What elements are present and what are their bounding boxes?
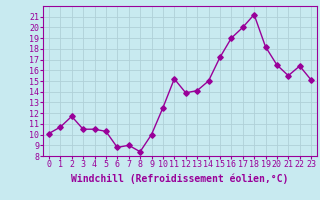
X-axis label: Windchill (Refroidissement éolien,°C): Windchill (Refroidissement éolien,°C)	[71, 173, 289, 184]
